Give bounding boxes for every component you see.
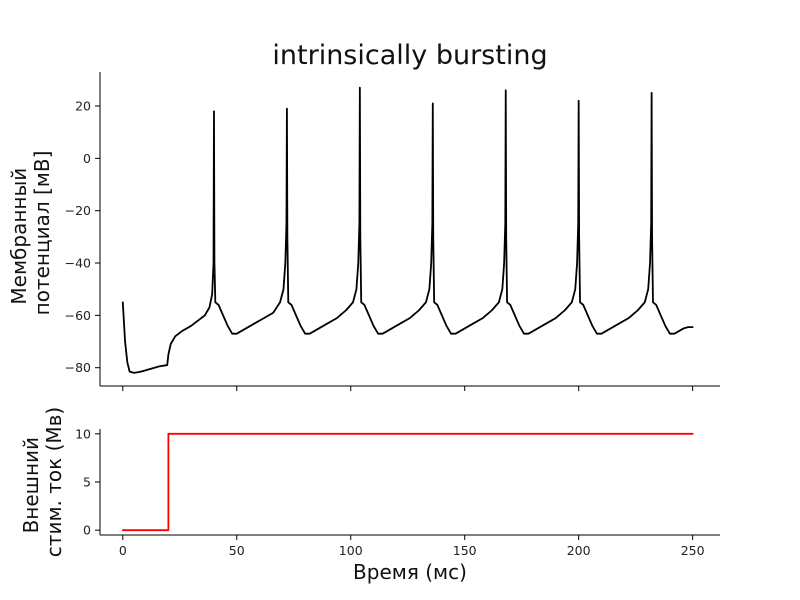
top-y-label-line-1: Мембранный <box>7 168 31 305</box>
bottom-x-tick-label: 100 <box>339 543 363 558</box>
top-x-ticks <box>122 386 694 391</box>
bottom-x-tick-label: 250 <box>681 543 705 558</box>
bottom-y-label: Внешний стим. ток (Мв) <box>19 407 66 557</box>
bottom-series-line-0 <box>121 432 694 532</box>
bottom-x-tick-label: 50 <box>229 543 245 558</box>
bottom-series-group <box>121 432 694 532</box>
top-series-line-0 <box>121 86 694 374</box>
top-y-tick-label: −60 <box>65 308 91 323</box>
x-axis-label: Время (мс) <box>353 560 467 584</box>
top-series-group <box>121 86 694 374</box>
bottom-x-tick-label: 200 <box>567 543 591 558</box>
bottom-y-tick-label: 5 <box>83 475 91 490</box>
top-y-label-line-2: потенциал [мВ] <box>30 151 54 316</box>
top-y-tick-label: 0 <box>83 151 91 166</box>
bottom-y-tick-label: 10 <box>75 426 91 441</box>
bottom-y-label-line-2: стим. ток (Мв) <box>42 407 66 557</box>
bottom-x-ticks: 0 50 100 150 200 250 <box>119 535 705 558</box>
chart-title: intrinsically bursting <box>272 40 547 71</box>
bottom-x-tick-label: 150 <box>453 543 477 558</box>
bottom-y-tick-label: 0 <box>83 523 91 538</box>
top-y-tick-label: −40 <box>65 256 91 271</box>
top-y-tick-label: −80 <box>65 360 91 375</box>
bottom-x-tick-label: 0 <box>119 543 127 558</box>
top-y-tick-label: −20 <box>65 203 91 218</box>
top-y-label: Мембранный потенциал [мВ] <box>7 151 54 316</box>
top-y-tick-label: 20 <box>75 99 91 114</box>
bottom-y-label-line-1: Внешний <box>19 437 43 533</box>
top-y-ticks: 20 0 −20 −40 −60 −80 <box>65 99 100 375</box>
bottom-y-ticks: 10 5 0 <box>75 426 100 538</box>
membrane-potential-panel: 20 0 −20 −40 −60 −80 Мембранный потенциал [мВ… <box>7 72 720 391</box>
